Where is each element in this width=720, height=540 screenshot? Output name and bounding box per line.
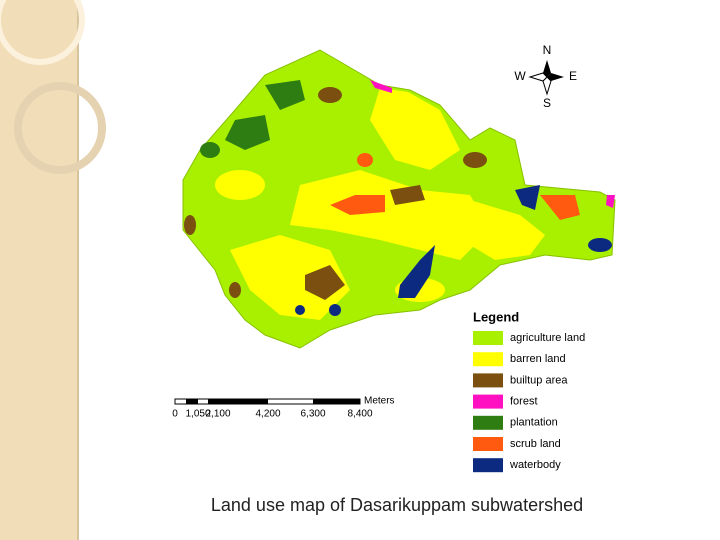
compass-west: W — [514, 69, 526, 83]
scale-unit: Meters — [364, 396, 395, 407]
legend-swatch — [473, 437, 503, 451]
legend: Legend agriculture land barren land builtu… — [473, 309, 585, 473]
legend-swatch — [473, 458, 503, 473]
scale-label: 1,050 — [185, 409, 210, 420]
legend-swatch — [473, 352, 503, 367]
legend-swatch — [473, 415, 503, 430]
legend-swatch — [473, 331, 503, 345]
scale-label: 2,100 — [205, 409, 230, 420]
caption: Land use map of Dasarikuppam subwatershe… — [211, 495, 583, 515]
legend-label: agriculture land — [510, 332, 585, 344]
legend-swatch — [473, 373, 503, 388]
legend-label: builtup area — [510, 374, 568, 386]
legend-label: plantation — [510, 417, 558, 429]
compass-north: N — [543, 43, 552, 57]
legend-label: waterbody — [509, 459, 561, 471]
scale-label: 8,400 — [347, 409, 372, 420]
legend-title: Legend — [473, 309, 519, 324]
scale-label: 6,300 — [300, 409, 325, 420]
legend-label: scrub land — [510, 438, 561, 450]
side-decoration — [0, 0, 106, 540]
compass: N S E W — [514, 43, 577, 110]
compass-south: S — [543, 96, 551, 110]
legend-label: barren land — [510, 353, 566, 365]
legend-label: forest — [510, 396, 538, 408]
land-use-map — [182, 49, 616, 349]
scale-label: 0 — [172, 409, 178, 420]
scale-label: 4,200 — [255, 409, 280, 420]
legend-swatch — [473, 394, 503, 409]
compass-east: E — [569, 69, 577, 83]
